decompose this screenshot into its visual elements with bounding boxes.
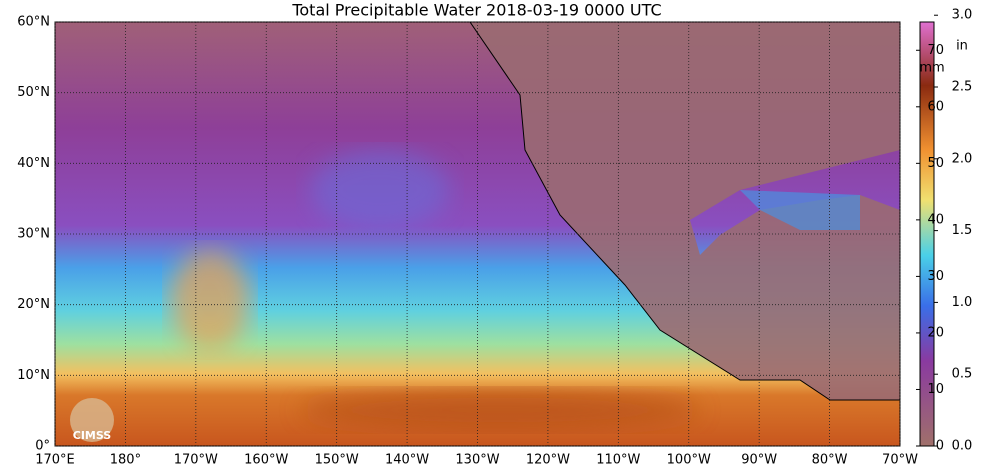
mm-tick-label: 0 bbox=[936, 439, 944, 454]
lat-label: 20°N bbox=[17, 297, 50, 312]
lon-label: 150°W bbox=[315, 453, 359, 468]
lon-label: 160°W bbox=[244, 453, 288, 468]
lon-label: 90°W bbox=[741, 453, 777, 468]
logo-text: CIMSS bbox=[73, 429, 112, 442]
mm-tick-label: 60 bbox=[927, 99, 944, 114]
lon-label: 80°W bbox=[812, 453, 848, 468]
mm-tick-label: 40 bbox=[927, 212, 944, 227]
mm-unit: mm bbox=[919, 61, 944, 76]
in-tick-label: 1.5 bbox=[952, 223, 973, 238]
lon-label: 70°W bbox=[882, 453, 918, 468]
tpw-field bbox=[55, 22, 900, 446]
lat-label: 10°N bbox=[17, 368, 50, 383]
lon-label: 170°W bbox=[174, 453, 218, 468]
in-tick-label: 0.0 bbox=[952, 439, 973, 454]
mm-tick-label: 70 bbox=[927, 43, 944, 58]
lon-label: 100°W bbox=[667, 453, 711, 468]
lon-label: 110°W bbox=[596, 453, 640, 468]
lon-label: 140°W bbox=[385, 453, 429, 468]
in-unit: in bbox=[956, 39, 968, 54]
lat-label: 50°N bbox=[17, 85, 50, 100]
in-tick-label: 2.5 bbox=[952, 80, 973, 95]
lat-label: 60°N bbox=[17, 15, 50, 30]
logo: CIMSS bbox=[70, 398, 114, 442]
colorbar bbox=[919, 21, 935, 447]
mm-tick-label: 30 bbox=[927, 269, 944, 284]
mm-tick-label: 50 bbox=[927, 156, 944, 171]
in-tick-label: 2.0 bbox=[952, 151, 973, 166]
lon-label: 130°W bbox=[455, 453, 499, 468]
in-tick-label: 3.0 bbox=[952, 8, 973, 23]
lat-label: 30°N bbox=[17, 227, 50, 242]
lat-label: 40°N bbox=[17, 156, 50, 171]
in-tick-label: 0.5 bbox=[952, 367, 973, 382]
lon-label: 120°W bbox=[526, 453, 570, 468]
lon-label: 180° bbox=[110, 453, 141, 468]
lon-label: 170°E bbox=[35, 453, 75, 468]
mm-tick-label: 20 bbox=[927, 325, 944, 340]
map-title: Total Precipitable Water 2018-03-19 0000… bbox=[291, 1, 661, 20]
mm-tick-label: 10 bbox=[927, 382, 944, 397]
lat-label: 0° bbox=[35, 439, 50, 454]
in-tick-label: 1.0 bbox=[952, 295, 973, 310]
